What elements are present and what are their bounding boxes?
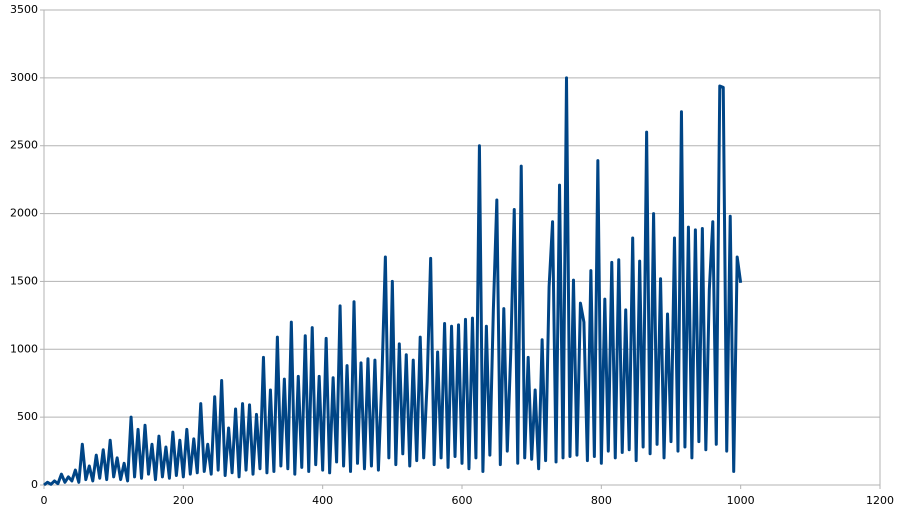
x-tick-label: 0 [41,494,48,507]
y-tick-label: 3000 [10,71,38,84]
x-tick-label: 1200 [866,494,894,507]
x-tick-label: 800 [591,494,612,507]
y-tick-label: 3500 [10,3,38,16]
data-line [43,76,743,487]
y-tick-label: 2500 [10,139,38,152]
y-tick-label: 2000 [10,207,38,220]
x-tick-label: 400 [312,494,333,507]
y-tick-label: 500 [17,410,38,423]
y-tick-label: 1500 [10,274,38,287]
x-tick-label: 200 [173,494,194,507]
x-tick-label: 600 [452,494,473,507]
x-tick-label: 1000 [727,494,755,507]
y-tick-label: 0 [31,478,38,491]
y-tick-label: 1000 [10,342,38,355]
